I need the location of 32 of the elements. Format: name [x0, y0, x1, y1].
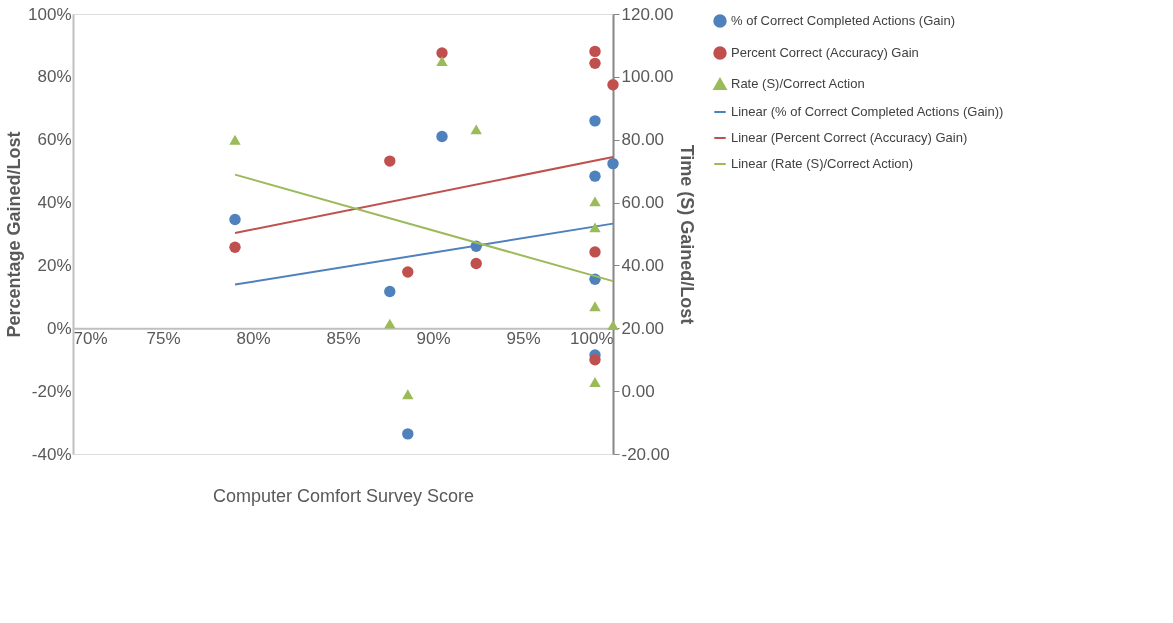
y2-tick-label: -20.00	[621, 444, 670, 464]
y-tick-label: 60%	[37, 130, 72, 150]
x-tick-label: 100%	[570, 328, 614, 348]
legend-label: Rate (S)/Correct Action	[731, 76, 865, 91]
y-tick-label: 40%	[37, 193, 72, 213]
y2-tick-label: 0.00	[621, 381, 655, 401]
legend-label: % of Correct Completed Actions (Gain)	[731, 13, 955, 28]
x-tick-label: 95%	[506, 328, 541, 348]
y-tick-label: 0%	[46, 318, 72, 338]
x-tick-label: 90%	[416, 328, 451, 348]
y-tick-label: -20%	[31, 381, 72, 401]
x-tick-label: 75%	[146, 328, 181, 348]
y-axis-title: Percentage Gained/Lost	[4, 131, 25, 338]
x-axis-title: Computer Comfort Survey Score	[212, 485, 475, 506]
y-tick-label: 100%	[28, 4, 72, 24]
x-tick-label: 85%	[326, 328, 361, 348]
y2-axis-title: Time (S) Gained/Lost	[677, 144, 698, 325]
legend-label: Linear (Rate (S)/Correct Action)	[731, 156, 914, 171]
y-tick-label: -40%	[31, 444, 72, 464]
legend-label: Linear (% of Correct Completed Actions (Gain))	[731, 104, 1004, 119]
y-tick-label: 80%	[37, 67, 72, 87]
y2-tick-label: 80.00	[621, 130, 665, 150]
legend-label: Percent Correct (Accuracy) Gain	[731, 45, 919, 60]
y2-tick-label: 100.00	[621, 67, 674, 87]
legend-label: Linear (Percent Correct (Accuracy) Gain)	[731, 130, 968, 145]
y2-tick-label: 120.00	[621, 4, 674, 24]
x-tick-label: 70%	[73, 328, 108, 348]
y2-tick-label: 20.00	[621, 318, 665, 338]
y-tick-label: 20%	[37, 255, 72, 275]
x-tick-label: 80%	[236, 328, 271, 348]
y2-tick-label: 60.00	[621, 193, 665, 213]
y2-tick-label: 40.00	[621, 255, 665, 275]
